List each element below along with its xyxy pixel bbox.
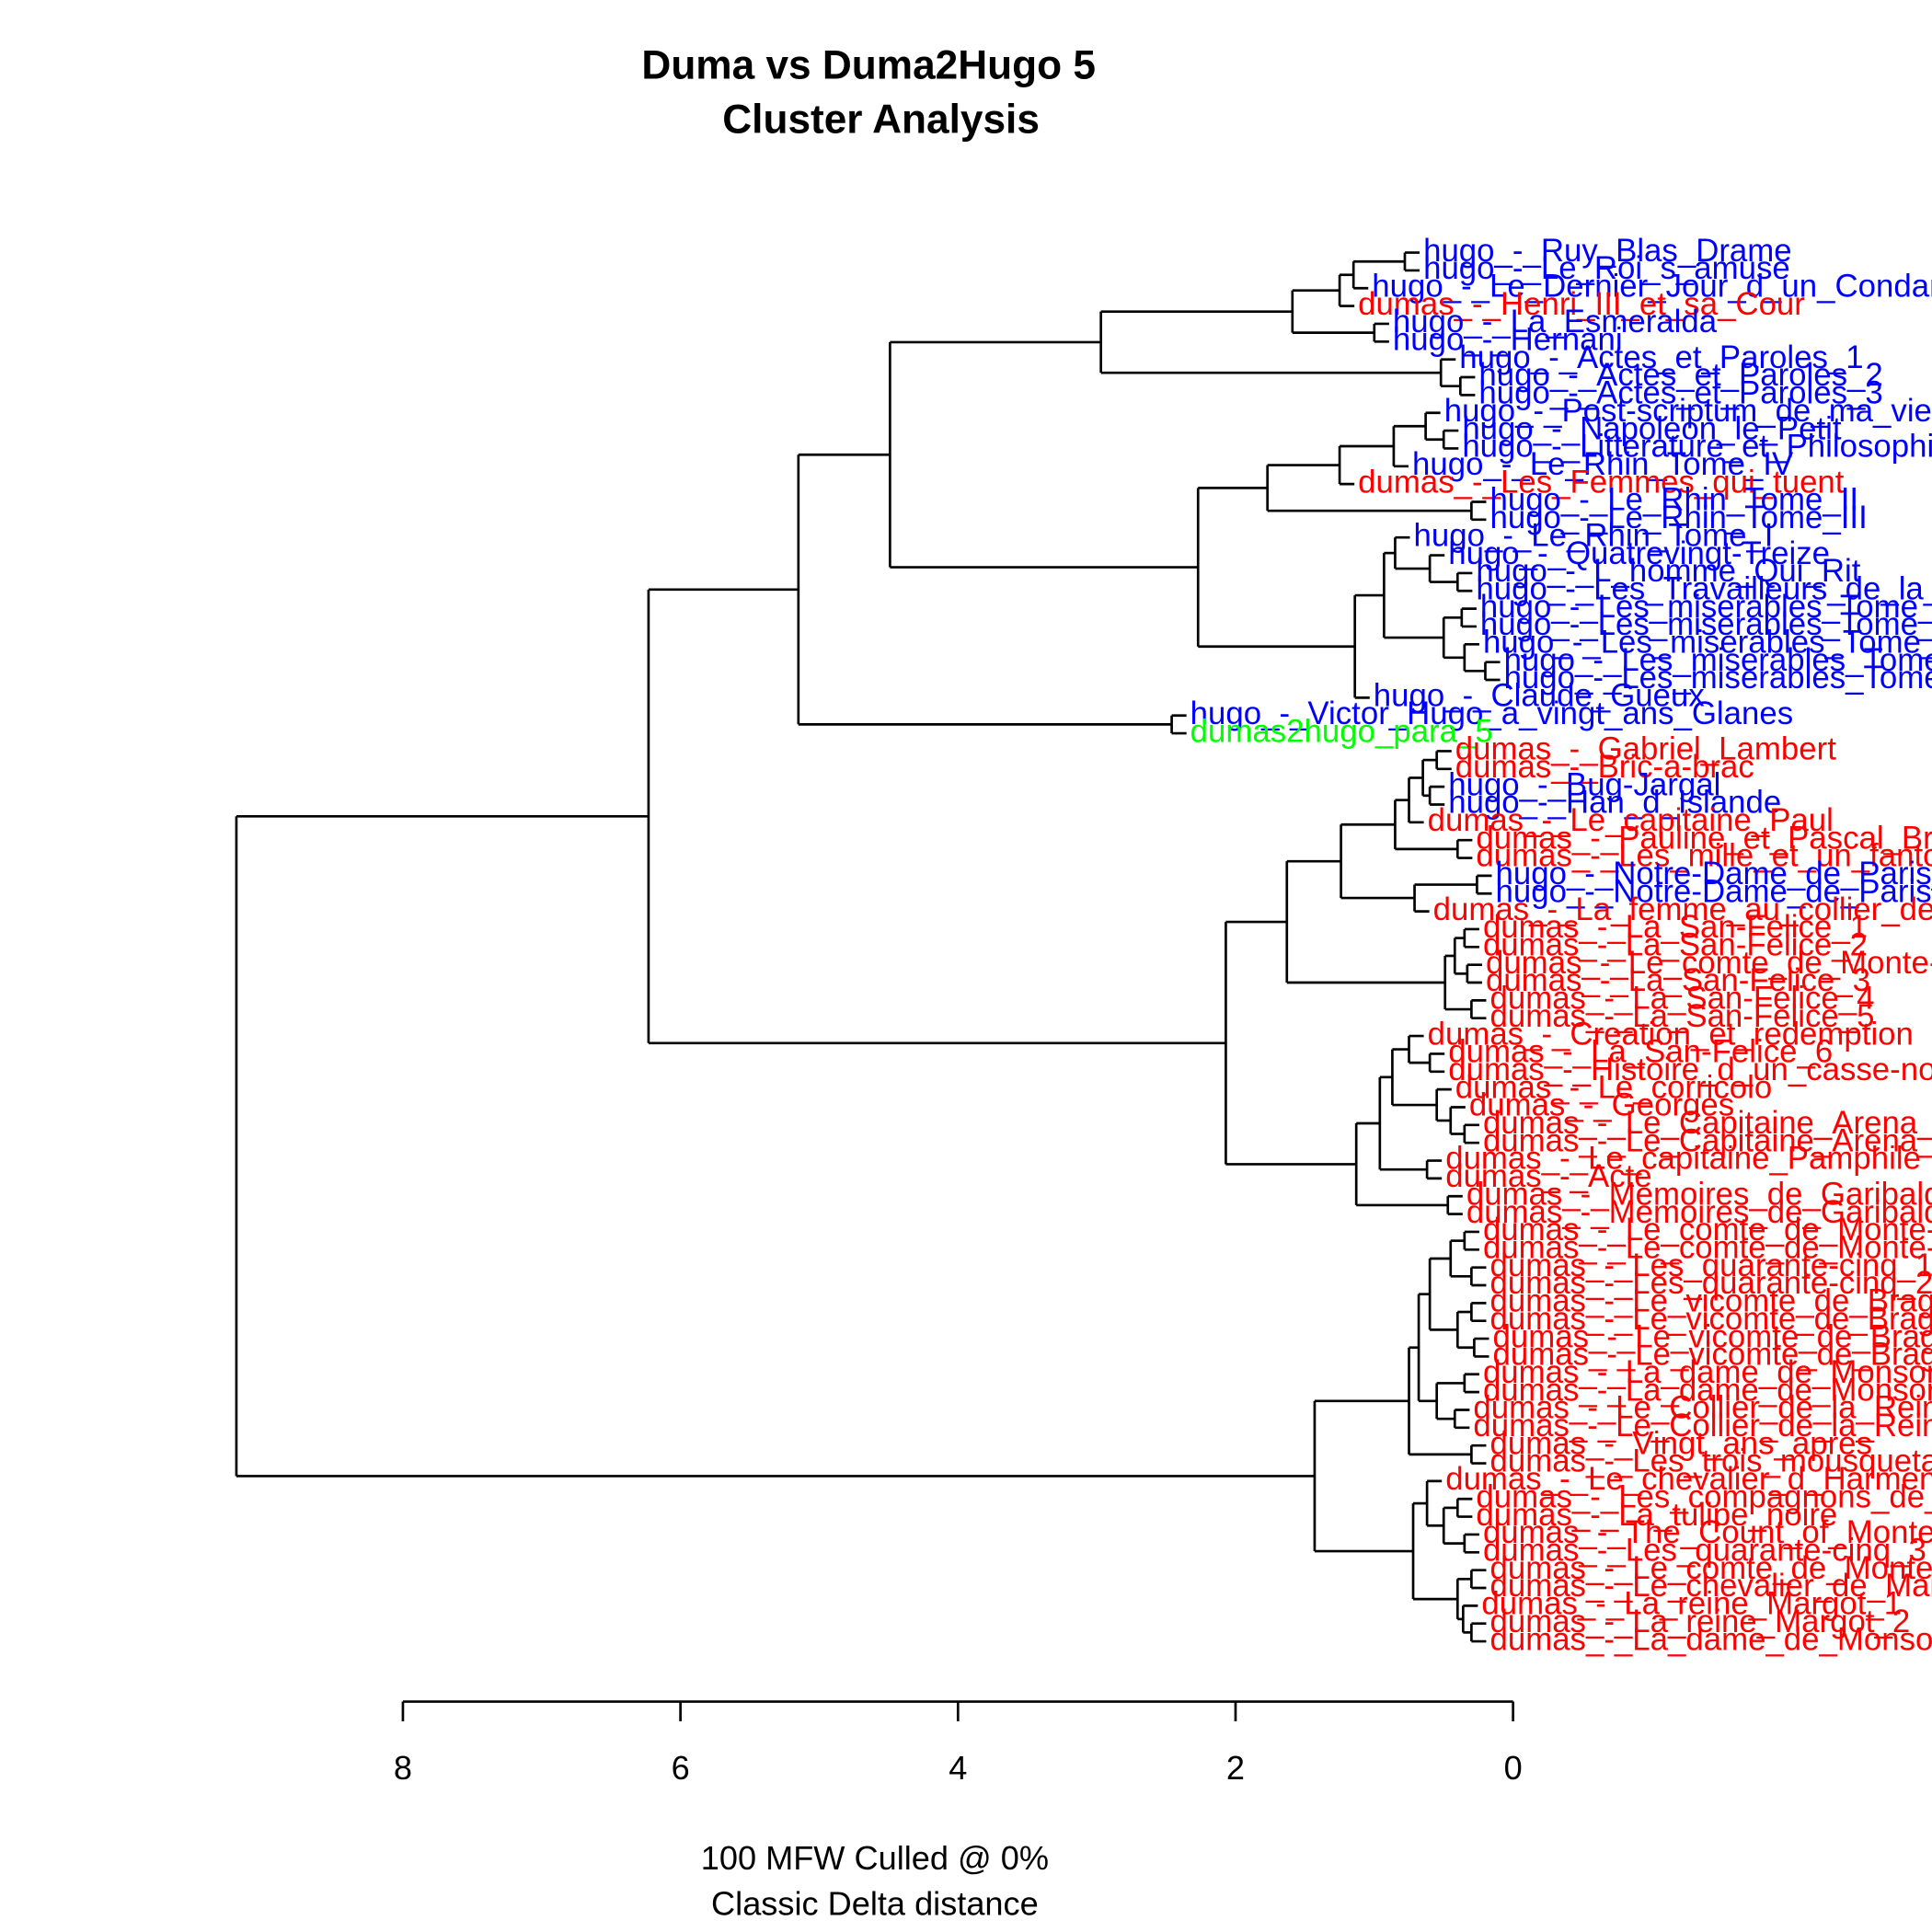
leaf-label: dumas_-_La_San-Felice_3	[1486, 962, 1870, 998]
leaf-label: dumas_-_Le_comte_de_Monte-Cristo_2	[1483, 1212, 1932, 1248]
x-tick-label: 4	[949, 1749, 967, 1787]
leaf-label: dumas_-_Le_vicomte_de_Bragelonne_3	[1492, 1318, 1932, 1354]
leaf-label: dumas_-_The_Count_of_Monte_Cristo	[1483, 1514, 1932, 1550]
leaf-label: dumas_-_Les_compagnons_de_Jehu	[1476, 1478, 1932, 1514]
leaf-label: dumas2hugo_para_5	[1190, 713, 1493, 749]
leaf-label: hugo_-_Le_Roi_s_amuse	[1423, 250, 1790, 286]
leaf-label: dumas_-_Georges	[1469, 1087, 1734, 1123]
chart-title: Duma vs Duma2Hugo 5	[641, 42, 1096, 87]
leaf-label: hugo_-_Les_miserables_Tome_II	[1480, 606, 1932, 642]
leaf-label: dumas_-_La_San-Felice_5	[1489, 998, 1874, 1034]
leaf-label: dumas_-_Le_vicomte_de_Bragelonne_2	[1489, 1301, 1932, 1337]
leaf-label: hugo_-_Le_Dernier_Jour_d_un_Condamne	[1372, 268, 1932, 304]
leaf-label: dumas_-_Histoire_d_un_casse-noisette	[1448, 1052, 1932, 1087]
leaf-label: hugo_-_Notre-Dame_de_Paris_2	[1496, 873, 1932, 909]
leaf-label: hugo_-_Post-scriptum_de_ma_vie	[1444, 393, 1932, 429]
leaf-label: dumas_-_Le_comte_de_Monte-Cristo_4	[1489, 1550, 1932, 1586]
leaf-label: dumas_-_La_San-Felice_2	[1483, 927, 1868, 963]
leaf-label: dumas_-_Bric-a-brac	[1455, 749, 1754, 785]
leaf-label: dumas_-_Le_capitaine_Paul	[1428, 802, 1834, 838]
leaf-label: dumas_-_Le_chevalier_de_Maison-Rouge	[1489, 1568, 1932, 1604]
leaf-label: dumas_-_Pauline_et_Pascal_Bruno	[1476, 820, 1932, 856]
x-axis-label: 100 MFW Culled @ 0%	[701, 1839, 1049, 1877]
leaf-label: hugo_-_L_homme_Qui_Rit	[1476, 553, 1860, 589]
leaf-label: dumas_-_Vingt_ans_apres	[1489, 1425, 1871, 1461]
leaf-label: dumas_-_Le_corricolo	[1455, 1069, 1772, 1105]
leaf-label: hugo_-_Les_miserables_Tome_V	[1504, 660, 1932, 696]
leaf-label: hugo_-_Actes_et_Paroles_3	[1478, 375, 1882, 411]
leaf-label: dumas_-_Le_vicomte_de_Bragelonne_4	[1492, 1337, 1932, 1373]
leaf-label: dumas_-_La_San-Felice_1	[1483, 909, 1868, 945]
leaf-label: dumas_-_Acte	[1445, 1158, 1651, 1194]
leaf-label: dumas_-_La_San-Felice_6	[1448, 1034, 1833, 1070]
leaf-label: dumas_-_Le_vicomte_de_Bragelonne_1	[1489, 1283, 1932, 1319]
leaf-label: hugo_-_Han_d_Islande	[1448, 785, 1781, 821]
leaf-label: hugo_-_Les_Travailleurs_de_la_Mer	[1476, 570, 1932, 606]
leaf-label: dumas_-_La_tulipe_noire	[1476, 1497, 1837, 1533]
leaf-label: hugo_-_Napoleon_le_Petit	[1462, 410, 1842, 446]
leaf-label: dumas_-_Les_mille_et_un_fantomes	[1476, 838, 1932, 874]
leaf-label: hugo_-_Claude_Gueux	[1374, 678, 1706, 714]
leaf-label: hugo_-_Quatrevingt-Treize	[1448, 535, 1830, 571]
x-tick-label: 0	[1504, 1749, 1523, 1787]
leaf-label: hugo_-_Les_miserables_Tome_I	[1480, 589, 1932, 625]
leaf-label: hugo_-_Les_miserables_Tome_III	[1483, 625, 1932, 661]
leaf-label: dumas_-_Les_quarante-cinq_1	[1489, 1248, 1932, 1283]
leaf-label: dumas_-_La_reine_Margot_2	[1489, 1604, 1910, 1639]
leaf-label: dumas_-_La_dame_de_Monsoreau_2	[1483, 1372, 1932, 1408]
leaf-label: hugo_-_Le_Rhin_Tome_II	[1489, 482, 1858, 518]
leaf-label: dumas_-_Memoires_de_Garibaldi_1	[1466, 1176, 1932, 1212]
chart-subtitle: Cluster Analysis	[722, 97, 1040, 142]
leaf-label: dumas_-_La_dame_de_Monsoreau_3	[1489, 1621, 1932, 1657]
leaf-label: dumas_-_Le_comte_de_Monte-Cristo_3	[1483, 1230, 1932, 1266]
leaf-label: dumas_-_Le_Capitaine_Arena_2	[1483, 1122, 1932, 1158]
leaf-label: hugo_-_Victor_Hugo_a_vingt_ans_Glanes	[1190, 696, 1793, 731]
x-axis-label: Classic Delta distance	[711, 1884, 1039, 1922]
x-tick-label: 8	[394, 1749, 412, 1787]
leaf-label: hugo_-_Actes_et_Paroles_2	[1478, 357, 1882, 393]
leaf-label: hugo_-_La_Esmeralda	[1393, 304, 1718, 339]
leaf-label: dumas_-_Le_capitaine_Pamphile	[1445, 1141, 1921, 1177]
leaf-label: hugo_-_Les_miserables_Tome_IV	[1504, 642, 1932, 678]
leaf-label: dumas_-_La_femme_au_collier_de_velours	[1433, 891, 1932, 927]
leaf-label: dumas_-_Les_trois_mousquetaires	[1489, 1443, 1932, 1479]
leaf-label: hugo_-_Notre-Dame_de_Paris_1	[1496, 856, 1932, 891]
leaf-label: hugo_-_Le_Rhin_Tome_III	[1489, 500, 1867, 535]
leaf-label: dumas_-_Les_quarante-cinq_2	[1489, 1265, 1932, 1301]
leaf-label: dumas_-_Les_quarante-cinq_3	[1483, 1533, 1926, 1569]
leaf-label: hugo_-_Le_Rhin_Tome_IV	[1412, 446, 1794, 482]
leaf-label: dumas_-_La_dame_de_Monsoreau_1	[1483, 1354, 1932, 1390]
leaf-label: dumas_-_Le_chevalier_d_Harmental	[1445, 1461, 1932, 1497]
leaf-label: dumas_-_La_reine_Margot_1	[1481, 1586, 1902, 1622]
leaf-label: hugo_-_Ruy_Blas_Drame	[1423, 233, 1792, 269]
leaf-label: dumas_-_Creation_et_redemption	[1428, 1016, 1914, 1052]
leaf-label: hugo_-_Bug-Jargal	[1448, 766, 1720, 802]
leaf-label: dumas_-_La_San-Felice_4	[1489, 981, 1874, 1017]
leaf-label: hugo_-_Hernani	[1393, 322, 1623, 358]
leaf-label: dumas_-_Le_Capitaine_Arena_1	[1483, 1105, 1932, 1141]
leaf-label: hugo_-_Litterature_et_Philosophie	[1462, 429, 1932, 465]
leaf-label: dumas_-_Le_Collier_de_la_Reine_1	[1473, 1390, 1932, 1426]
x-tick-label: 2	[1226, 1749, 1245, 1787]
leaf-label: hugo_-_Actes_et_Paroles_1	[1459, 339, 1863, 375]
x-tick-label: 6	[672, 1749, 690, 1787]
leaf-label: dumas_-_Gabriel_Lambert	[1455, 731, 1836, 767]
leaf-label: dumas_-_Le_Collier_de_la_Reine_2	[1473, 1408, 1932, 1443]
leaf-label: hugo_-_Le_Rhin_Tome_I	[1414, 517, 1774, 553]
leaf-label: dumas_-_Memoires_de_Garibaldi_2	[1466, 1194, 1932, 1230]
leaf-label: dumas_-_Le_comte_de_Monte-Cristo_1	[1486, 945, 1932, 981]
leaf-label: dumas_-_Les_Femmes_qui_tuent	[1358, 464, 1845, 500]
leaf-label: dumas_-_Henri_III_et_sa_Cour	[1358, 286, 1805, 322]
